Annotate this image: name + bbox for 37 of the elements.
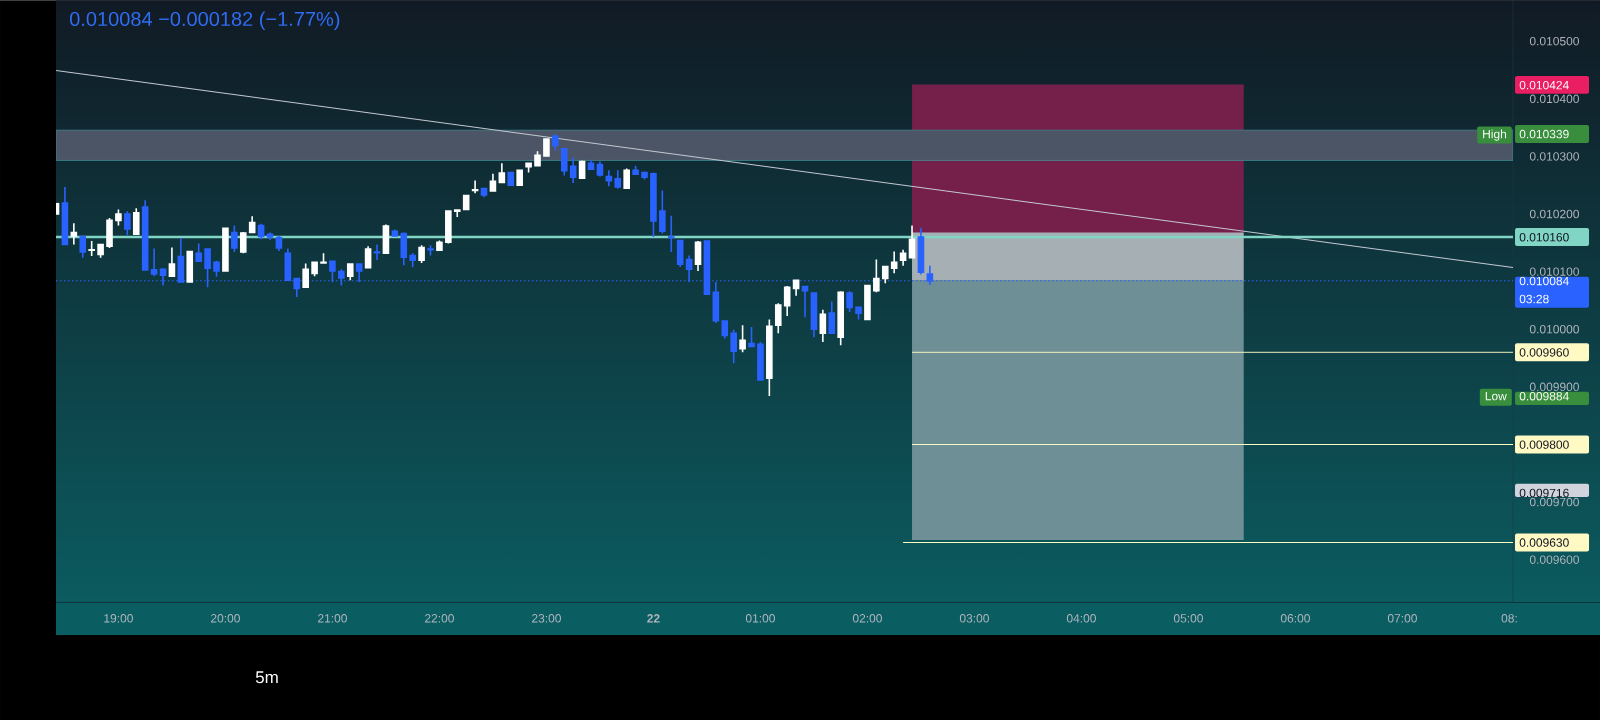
y2-tick-label: 0.010424	[1519, 80, 1569, 90]
y-tick-label: 0.009600	[1529, 555, 1580, 564]
x-tick-label: 01:00	[745, 613, 775, 623]
y-tick-label: 0.010200	[1529, 209, 1580, 219]
y-tick-label: 0.010100	[1529, 267, 1580, 276]
text: 03:28	[1519, 294, 1549, 304]
x-tick-label: 08:	[1501, 613, 1517, 623]
annotation: High	[1483, 129, 1507, 141]
x-tick-label: 23:00	[532, 613, 561, 623]
x-tick-label: 04:00	[1066, 613, 1096, 623]
x-tick-label: 03:00	[959, 613, 989, 623]
data-label: 0.009630	[1519, 538, 1569, 547]
x-tick-label: 21:00	[318, 613, 347, 623]
x-tick-label: 22:00	[425, 613, 454, 623]
x-tick-label: 20:00	[211, 613, 240, 623]
data-label: 0.009800	[1519, 440, 1569, 449]
y-tick-label: 0.009700	[1529, 497, 1580, 507]
y-tick-label: 0.010000	[1529, 324, 1580, 334]
ref-line-label: 0.010084	[1519, 276, 1569, 286]
x-tick-label: 07:00	[1387, 613, 1417, 623]
y-tick-label: 0.010500	[1529, 36, 1580, 46]
x-tick-label: 22	[647, 613, 660, 623]
annotation: Low	[1485, 391, 1507, 401]
y2-tick-label: 0.009716	[1519, 488, 1569, 498]
y-tick-label: 0.010300	[1529, 152, 1580, 161]
x-tick-label: 05:00	[1173, 613, 1203, 623]
x-tick-label: 06:00	[1280, 613, 1310, 623]
x-tick-label: 02:00	[852, 613, 882, 623]
ref-line-label: 0.010160	[1519, 232, 1569, 242]
text: 5m	[255, 671, 278, 684]
x-tick-label: 19:00	[104, 613, 133, 623]
y2-tick-label: 0.009884	[1519, 391, 1569, 401]
y2-tick-label: 0.010339	[1519, 129, 1569, 139]
text: 0.010084 −0.000182 (−1.77%)	[69, 11, 340, 30]
y-tick-label: 0.009900	[1529, 382, 1580, 391]
data-label: 0.009960	[1519, 348, 1569, 357]
y-tick-label: 0.010400	[1529, 94, 1580, 103]
